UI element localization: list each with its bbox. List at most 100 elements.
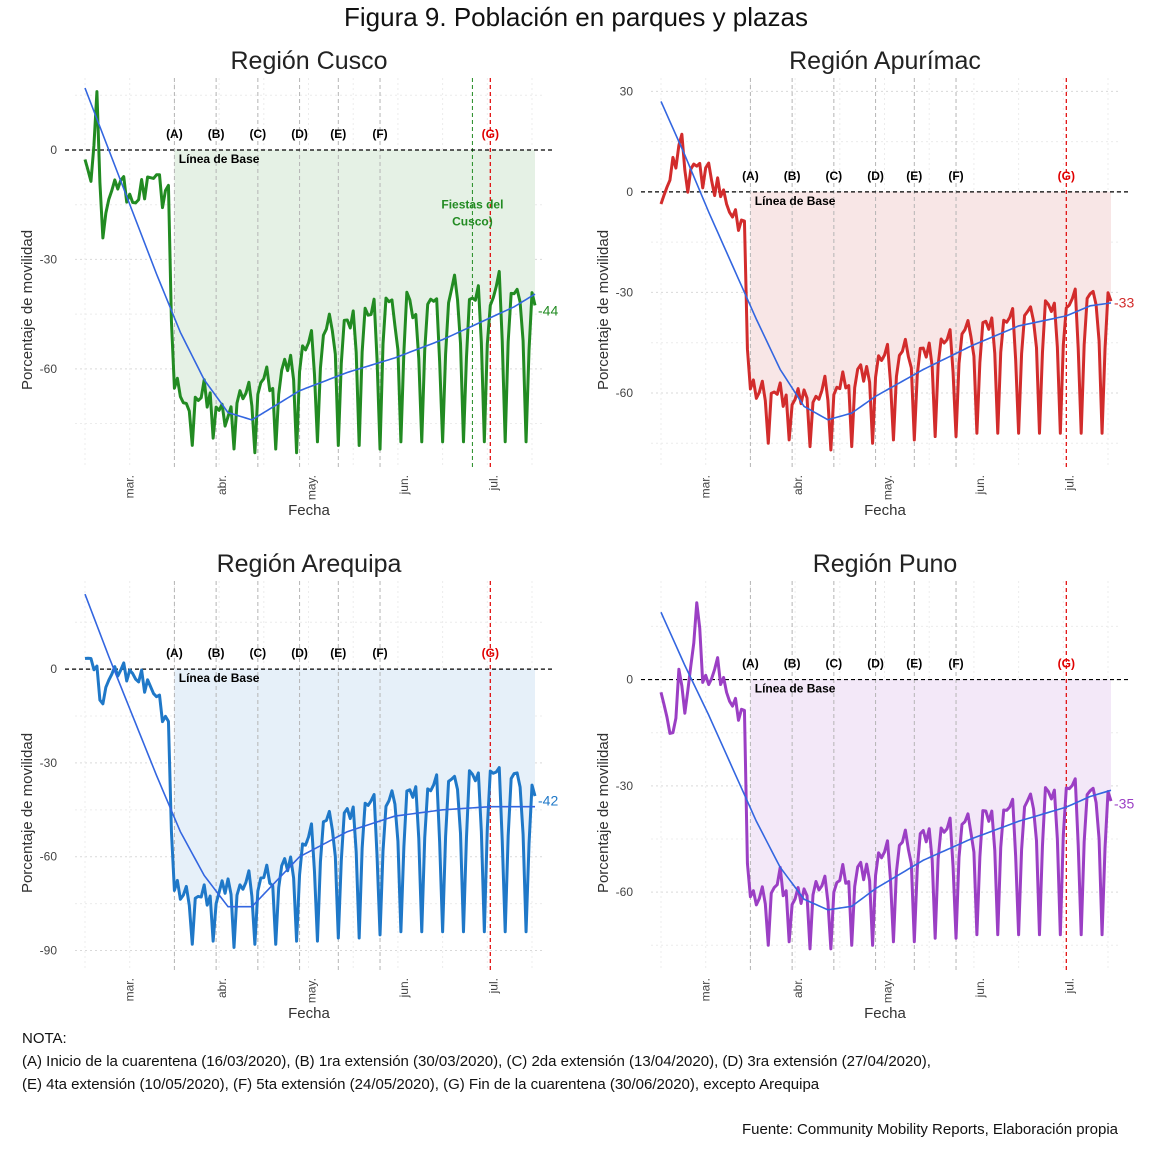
y-tick-label: -90 bbox=[40, 943, 58, 957]
baseline-label: Línea de Base bbox=[179, 152, 260, 166]
y-tick-label: -60 bbox=[40, 850, 58, 864]
x-axis-label: Fecha bbox=[288, 1005, 330, 1022]
x-tick-label: jul. bbox=[1062, 978, 1076, 994]
event-label: (B) bbox=[208, 646, 225, 660]
event-label: (C) bbox=[250, 646, 267, 660]
x-tick-label: mar. bbox=[699, 978, 713, 1001]
y-tick-label: 0 bbox=[50, 662, 57, 676]
y-tick-label: -30 bbox=[40, 756, 58, 770]
event-label: (C) bbox=[250, 127, 267, 141]
event-label: (B) bbox=[784, 169, 801, 183]
panel-title: Región Apurímac bbox=[789, 47, 981, 75]
y-axis-label: Porcentaje de movilidad bbox=[19, 230, 36, 390]
chart-panel-cusco: Región Cusco (A) (B) (C) (D) (E) (F) (G) Línea d… bbox=[19, 47, 558, 519]
series-line bbox=[659, 132, 1113, 452]
event-label: (B) bbox=[208, 127, 225, 141]
event-label: (D) bbox=[867, 657, 884, 671]
baseline-label: Línea de Base bbox=[179, 671, 260, 685]
y-tick-label: -60 bbox=[616, 386, 634, 400]
chart-panel-puno: Región Puno (A) (B) (C) (D) (E) (F) (G) Línea de… bbox=[595, 550, 1134, 1022]
event-label: (C) bbox=[826, 169, 843, 183]
x-tick-label: jul. bbox=[1062, 475, 1076, 491]
event-label: (E) bbox=[906, 169, 922, 183]
event-label: (G) bbox=[1058, 657, 1075, 671]
event-label: (G) bbox=[482, 127, 499, 141]
baseline-label: Línea de Base bbox=[755, 682, 836, 696]
end-value-label: -42 bbox=[538, 792, 558, 808]
x-tick-label: jun. bbox=[397, 475, 411, 495]
y-tick-label: -30 bbox=[616, 285, 634, 299]
event-label: (A) bbox=[742, 657, 759, 671]
y-tick-label: -60 bbox=[40, 362, 58, 376]
event-label: (F) bbox=[372, 127, 387, 141]
event-label: (D) bbox=[291, 127, 308, 141]
x-tick-label: jul. bbox=[486, 475, 500, 491]
event-label: (F) bbox=[948, 657, 963, 671]
event-label: (G) bbox=[1058, 169, 1075, 183]
x-tick-label: jun. bbox=[973, 978, 987, 998]
series-line bbox=[84, 656, 537, 949]
event-label: (A) bbox=[742, 169, 759, 183]
event-label: (D) bbox=[867, 169, 884, 183]
figure-title: Figura 9. Población en parques y plazas bbox=[344, 2, 808, 32]
x-tick-label: may. bbox=[880, 475, 894, 500]
x-axis-label: Fecha bbox=[864, 1005, 906, 1022]
x-axis-label: Fecha bbox=[864, 502, 906, 519]
x-tick-label: jul. bbox=[486, 978, 500, 994]
y-tick-label: 30 bbox=[620, 84, 634, 98]
y-tick-label: -30 bbox=[616, 779, 634, 793]
event-label: (G) bbox=[482, 646, 499, 660]
end-value-label: -33 bbox=[1114, 294, 1134, 310]
x-tick-label: may. bbox=[304, 978, 318, 1003]
panel-title: Región Puno bbox=[813, 550, 958, 578]
y-axis-label: Porcentaje de movilidad bbox=[595, 230, 612, 390]
event-label: (E) bbox=[330, 127, 346, 141]
x-tick-label: abr. bbox=[215, 475, 229, 495]
event-label: (D) bbox=[291, 646, 308, 660]
annotation-text: Fiestas del bbox=[441, 197, 503, 211]
x-tick-label: abr. bbox=[791, 475, 805, 495]
series-line bbox=[659, 601, 1113, 951]
baseline-label: Línea de Base bbox=[755, 194, 836, 208]
x-tick-label: may. bbox=[304, 475, 318, 500]
y-tick-label: -60 bbox=[616, 885, 634, 899]
note-title: NOTA: bbox=[22, 1030, 67, 1047]
x-tick-label: jun. bbox=[397, 978, 411, 998]
shaded-area bbox=[750, 679, 1111, 949]
event-label: (E) bbox=[906, 657, 922, 671]
event-label: (E) bbox=[330, 646, 346, 660]
end-value-label: -35 bbox=[1114, 796, 1134, 812]
x-tick-label: abr. bbox=[215, 978, 229, 998]
trend-line bbox=[84, 87, 536, 421]
y-tick-label: 0 bbox=[626, 673, 633, 687]
x-tick-label: may. bbox=[880, 978, 894, 1003]
y-axis-label: Porcentaje de movilidad bbox=[595, 733, 612, 893]
note-line-2: (E) 4ta extensión (10/05/2020), (F) 5ta … bbox=[22, 1076, 820, 1093]
panel-title: Región Cusco bbox=[230, 47, 387, 75]
trend-line bbox=[84, 593, 535, 908]
x-axis-label: Fecha bbox=[288, 502, 330, 519]
trend-line bbox=[660, 611, 1112, 911]
y-axis-label: Porcentaje de movilidad bbox=[19, 733, 36, 893]
end-value-label: -44 bbox=[538, 302, 558, 318]
source-credit: Fuente: Community Mobility Reports, Elab… bbox=[741, 1121, 1118, 1138]
chart-panel-apurimac: Región Apurímac (A) (B) (C) (D) (E) (F) (G) Líne… bbox=[595, 47, 1134, 519]
panel-title: Región Arequipa bbox=[217, 550, 402, 578]
y-tick-label: 0 bbox=[626, 185, 633, 199]
x-tick-label: mar. bbox=[123, 978, 137, 1001]
trend-line bbox=[660, 101, 1112, 421]
event-label: (F) bbox=[948, 169, 963, 183]
y-tick-label: 0 bbox=[50, 143, 57, 157]
series-line bbox=[83, 90, 537, 455]
event-label: (B) bbox=[784, 657, 801, 671]
x-tick-label: mar. bbox=[699, 475, 713, 498]
event-label: (A) bbox=[166, 127, 183, 141]
event-label: (A) bbox=[166, 646, 183, 660]
y-tick-label: -30 bbox=[40, 252, 58, 266]
annotation-text: Cusco) bbox=[452, 214, 493, 228]
x-tick-label: jun. bbox=[973, 475, 987, 495]
x-tick-label: abr. bbox=[791, 978, 805, 998]
chart-panel-arequipa: Región Arequipa (A) (B) (C) (D) (E) (F) (G) Líne… bbox=[19, 550, 558, 1022]
shaded-area bbox=[174, 150, 535, 453]
event-label: (C) bbox=[826, 657, 843, 671]
